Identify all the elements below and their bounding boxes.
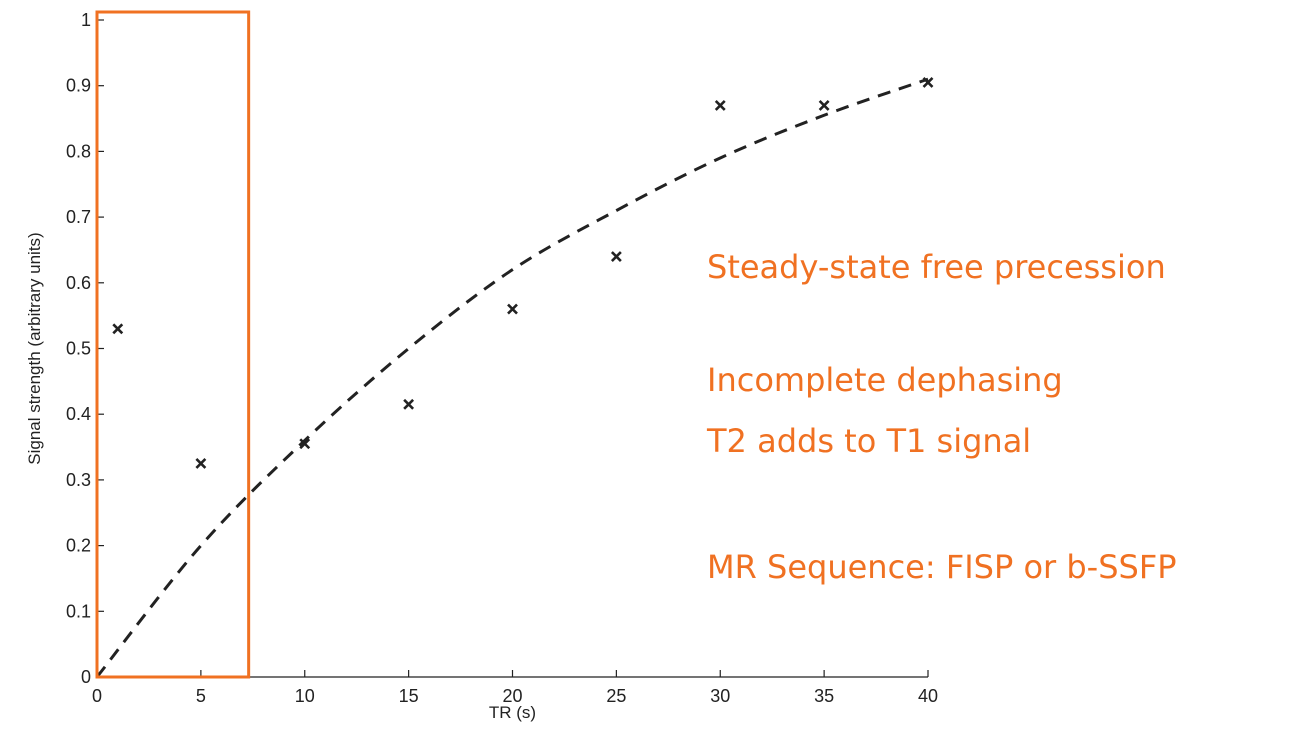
x-tick-label: 0 — [92, 686, 102, 706]
annotation-mr-sequence: MR Sequence: FISP or b-SSFP — [707, 548, 1177, 586]
y-tick-label: 0.7 — [66, 207, 91, 227]
data-point — [714, 99, 726, 111]
y-tick-label: 0.4 — [66, 404, 91, 424]
x-tick-label: 35 — [814, 686, 834, 706]
x-tick-label: 15 — [399, 686, 419, 706]
x-tick-label: 5 — [196, 686, 206, 706]
y-tick-label: 0.6 — [66, 273, 91, 293]
x-tick-label: 40 — [918, 686, 938, 706]
y-tick-label: 0.1 — [66, 601, 91, 621]
data-point — [403, 398, 415, 410]
data-point — [610, 251, 622, 262]
y-tick-label: 0.9 — [66, 76, 91, 96]
y-tick-label: 0.5 — [66, 339, 91, 359]
y-axis-title: Signal strength (arbitrary units) — [25, 232, 44, 464]
fit-curve — [95, 77, 929, 678]
highlight-box — [95, 10, 251, 679]
x-axis-title: TR (s) — [489, 703, 536, 722]
data-point — [299, 438, 311, 450]
y-tick-label: 1 — [81, 10, 91, 30]
x-tick-label: 25 — [606, 686, 626, 706]
data-point — [112, 323, 124, 335]
x-tick-label: 20 — [502, 686, 522, 706]
x-tick-label: 30 — [710, 686, 730, 706]
y-tick-label: 0 — [81, 667, 91, 687]
y-tick-label: 0.3 — [66, 470, 91, 490]
data-point — [818, 99, 830, 111]
data-point — [507, 303, 518, 315]
highlight-rectangle — [95, 10, 251, 679]
annotation-steady-state: Steady-state free precession — [707, 248, 1166, 286]
data-points — [112, 76, 934, 469]
y-tick-label: 0.8 — [66, 141, 91, 161]
x-tick-label: 10 — [295, 686, 315, 706]
annotation-t2-adds: T2 adds to T1 signal — [707, 422, 1032, 460]
fit-curve-line — [95, 77, 929, 678]
data-point — [195, 458, 207, 469]
annotation-incomplete-dephasing: Incomplete dephasing — [707, 361, 1063, 399]
y-tick-label: 0.2 — [66, 536, 91, 556]
data-point — [922, 76, 934, 88]
